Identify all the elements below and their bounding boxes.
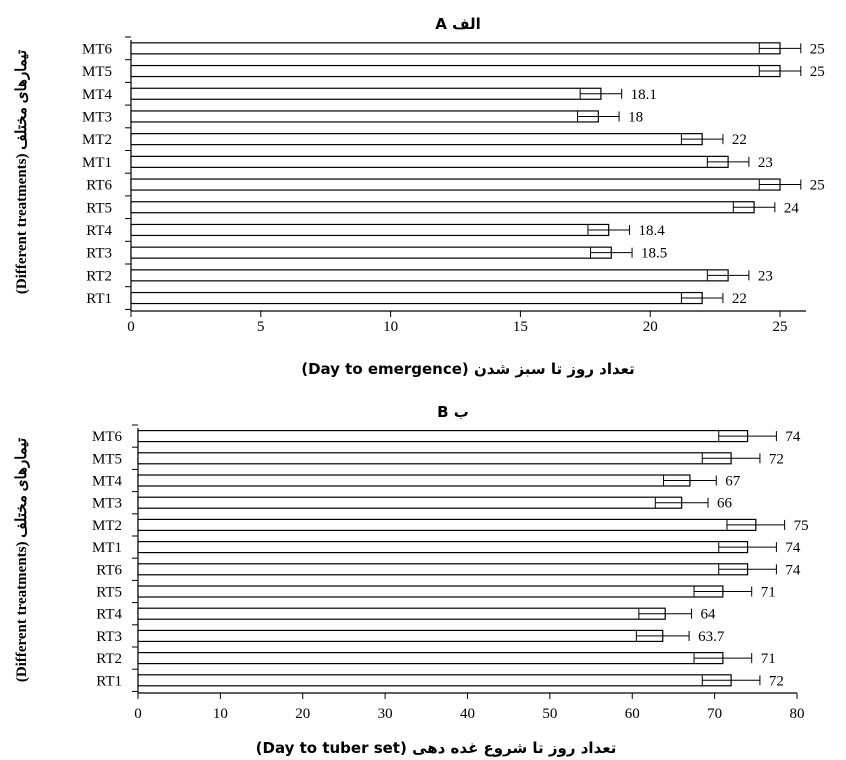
chart-a-bar-MT6: [130, 42, 781, 55]
chart-a-y-axis-title: (Different treatments) تیمارهای مختلف: [14, 50, 30, 294]
chart-a-category-label-MT3: MT3: [82, 109, 112, 125]
chart-a-bar-RT4: [130, 223, 610, 237]
chart-b-data-label-RT3: 63.7: [698, 629, 725, 645]
chart-b-data-label-RT6: 74: [785, 562, 801, 578]
chart-a-category-label-MT4: MT4: [82, 87, 113, 103]
chart-b-x-tick-label: 50: [542, 706, 557, 722]
chart-a-category-label-MT6: MT6: [82, 41, 113, 57]
chart-b-data-label-RT1: 72: [769, 673, 784, 689]
chart-b-category-label-MT5: MT5: [92, 451, 122, 467]
chart-b-x-tick-label: 30: [378, 706, 393, 722]
chart-a-category-label-MT5: MT5: [82, 64, 112, 80]
chart-a-bar-RT2: [130, 269, 729, 282]
chart-b-x-axis-title: (Day to tuber set) تعداد روز تا شروع غده…: [256, 739, 617, 757]
chart-a-bar-RT1: [130, 291, 703, 305]
chart-b-data-label-MT3: 66: [717, 496, 733, 512]
chart-a-data-label-MT5: 25: [810, 64, 825, 80]
chart-a-category-label-RT4: RT4: [86, 223, 112, 239]
chart-a-bar-MT5: [130, 64, 781, 78]
chart-panel-a: الف A (Day to emergence) تعداد روز تا سب…: [14, 15, 825, 378]
chart-b-category-label-RT4: RT4: [96, 607, 122, 623]
chart-a-data-label-RT4: 18.4: [638, 223, 665, 239]
chart-b-bar-RT4: [137, 607, 666, 620]
chart-b-data-label-RT5: 71: [761, 585, 776, 601]
chart-a-category-label-RT5: RT5: [86, 200, 112, 216]
chart-panel-b: ب B (Day to tuber set) تعداد روز تا شروع…: [14, 403, 809, 757]
chart-b-bar-MT6: [137, 430, 749, 443]
chart-a-bar-RT3: [130, 246, 612, 259]
chart-a-data-label-MT1: 23: [758, 155, 773, 171]
chart-b-category-label-MT1: MT1: [92, 540, 122, 556]
chart-a-x-tick-label: 5: [257, 319, 265, 335]
chart-a-bar-MT2: [130, 133, 703, 146]
chart-b-data-label-MT1: 74: [785, 540, 801, 556]
chart-a-x-tick-label: 15: [513, 319, 528, 335]
chart-b-bar-RT5: [137, 585, 724, 598]
chart-b-category-label-RT1: RT1: [96, 673, 122, 689]
chart-a-bar-RT6: [130, 178, 781, 191]
chart-a-bar-MT4: [130, 87, 602, 100]
chart-a-data-label-MT2: 22: [732, 132, 747, 148]
chart-b-category-label-MT6: MT6: [92, 429, 123, 445]
chart-a-data-label-RT5: 24: [784, 200, 800, 216]
chart-b-x-tick-label: 70: [707, 706, 722, 722]
chart-b-category-label-MT2: MT2: [92, 518, 122, 534]
chart-a-data-label-RT2: 23: [758, 268, 773, 284]
chart-b-bar-RT6: [137, 563, 749, 576]
chart-b-x-tick-label: 60: [625, 706, 640, 722]
chart-a-bar-RT5: [130, 201, 755, 214]
chart-a-category-label-RT3: RT3: [86, 246, 112, 262]
chart-b-category-label-RT5: RT5: [96, 585, 122, 601]
chart-b-bar-RT1: [137, 674, 732, 687]
chart-a-x-tick-label: 0: [127, 319, 135, 335]
chart-a-data-label-MT4: 18.1: [631, 87, 657, 103]
chart-b-y-axis-title: (Different treatments) تیمارهای مختلف: [14, 438, 30, 682]
chart-b-category-label-RT2: RT2: [96, 651, 122, 667]
chart-b-bar-RT3: [137, 629, 664, 643]
chart-b-data-label-MT4: 67: [725, 474, 741, 490]
chart-a-data-label-MT3: 18: [628, 109, 643, 125]
chart-b-bar-MT1: [137, 540, 749, 554]
chart-b-x-tick-label: 80: [790, 706, 805, 722]
chart-b-data-label-RT4: 64: [701, 607, 717, 623]
chart-b-category-label-MT4: MT4: [92, 474, 123, 490]
chart-b-x-tick-label: 20: [295, 706, 310, 722]
chart-b-title: ب B: [437, 403, 469, 421]
chart-a-x-axis-title: (Day to emergence) تعداد روز تا سبز شدن: [301, 360, 635, 378]
chart-b-data-label-MT5: 72: [769, 451, 784, 467]
chart-a-category-label-MT2: MT2: [82, 132, 112, 148]
chart-a-data-label-MT6: 25: [810, 41, 825, 57]
chart-b-category-label-RT3: RT3: [96, 629, 122, 645]
chart-a-data-label-RT1: 22: [732, 291, 747, 307]
chart-b-bar-RT2: [137, 651, 724, 665]
chart-a-x-tick-label: 25: [773, 319, 788, 335]
chart-b-x-tick-label: 10: [213, 706, 228, 722]
chart-b-bar-MT2: [137, 518, 757, 532]
chart-b-x-tick-label: 40: [460, 706, 475, 722]
chart-b-x-tick-label: 0: [134, 706, 142, 722]
chart-a-x-tick-label: 10: [383, 319, 398, 335]
chart-a-bar-MT3: [130, 110, 599, 123]
chart-b-category-label-RT6: RT6: [96, 562, 122, 578]
chart-a-bar-MT1: [130, 155, 729, 168]
chart-a-category-label-MT1: MT1: [82, 155, 112, 171]
chart-b-bar-MT5: [137, 452, 732, 465]
chart-b-data-label-MT2: 75: [794, 518, 809, 534]
chart-a-data-label-RT3: 18.5: [641, 246, 667, 262]
chart-b-bar-MT3: [137, 496, 683, 509]
chart-b-data-label-RT2: 71: [761, 651, 776, 667]
chart-a-title: الف A: [435, 15, 480, 33]
chart-a-x-tick-label: 20: [643, 319, 658, 335]
chart-a-category-label-RT1: RT1: [86, 291, 112, 307]
chart-b-category-label-MT3: MT3: [92, 496, 122, 512]
chart-b-data-label-MT6: 74: [785, 429, 801, 445]
chart-b-bar-MT4: [137, 474, 691, 487]
chart-a-category-label-RT6: RT6: [86, 178, 112, 194]
chart-a-category-label-RT2: RT2: [86, 268, 112, 284]
chart-a-data-label-RT6: 25: [810, 178, 825, 194]
